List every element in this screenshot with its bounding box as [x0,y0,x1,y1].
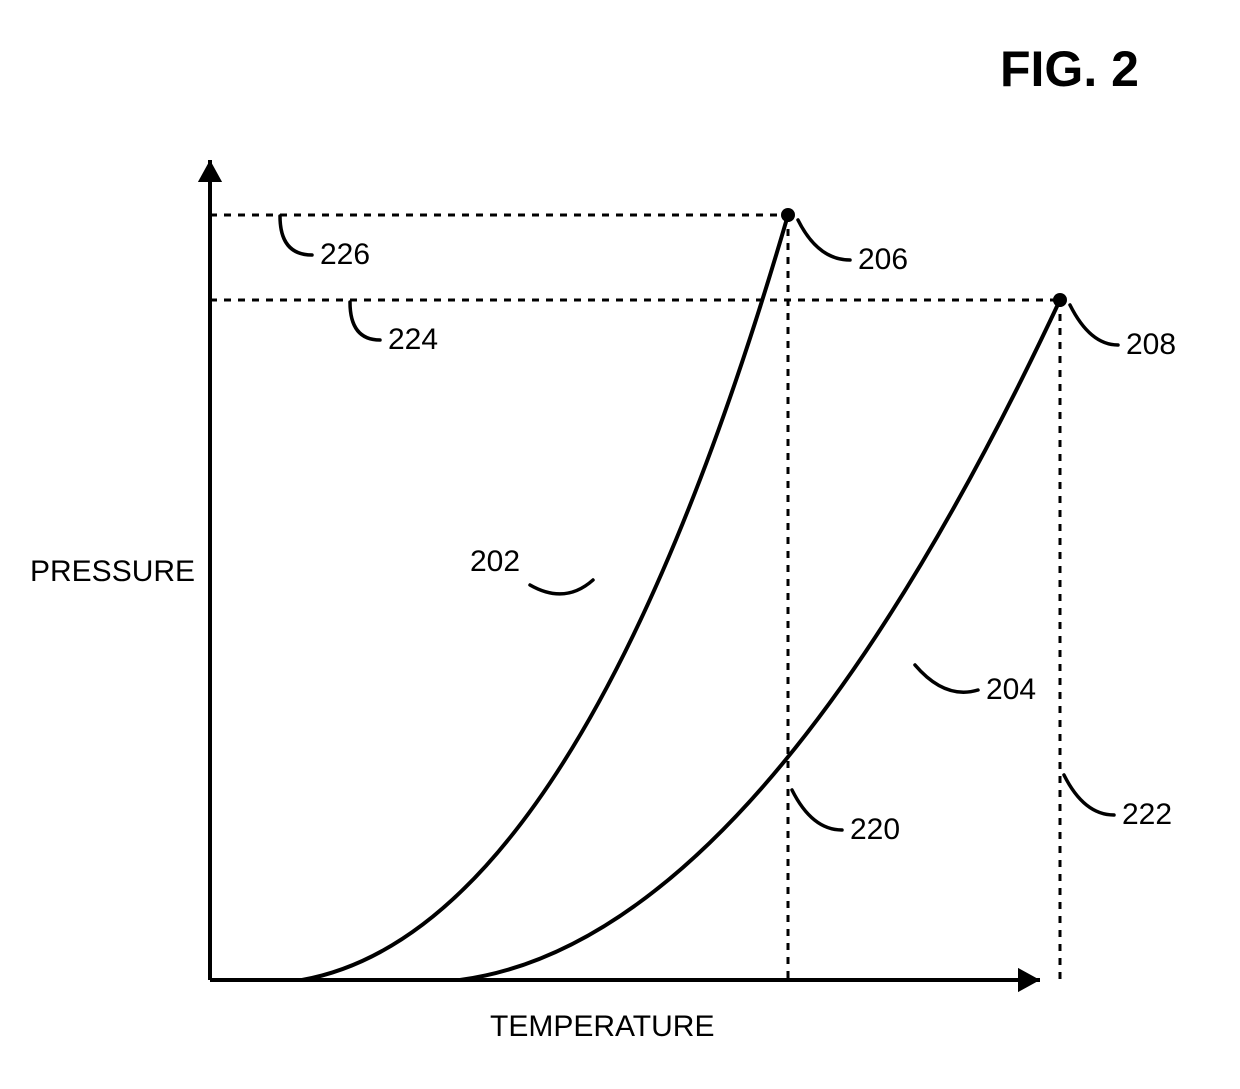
y-axis-label: PRESSURE [30,555,195,589]
leader-226 [280,216,312,255]
point-206 [781,208,795,222]
curve-204 [460,300,1060,980]
y-axis-arrow-icon [198,160,222,182]
leader-202 [530,580,593,594]
leader-208 [1070,305,1118,345]
leader-222 [1064,775,1114,815]
label-202: 202 [470,545,520,579]
curve-202 [302,215,788,980]
label-226: 226 [320,238,370,272]
label-206: 206 [858,243,908,277]
point-208 [1053,293,1067,307]
label-222: 222 [1122,798,1172,832]
leader-206 [798,220,850,260]
leader-224 [350,302,380,340]
diagram-container: { "canvas": { "width": 1240, "height": 1… [0,0,1240,1089]
label-208: 208 [1126,328,1176,362]
label-224: 224 [388,323,438,357]
x-axis-label: TEMPERATURE [490,1010,714,1044]
figure-title: FIG. 2 [1000,40,1139,98]
leader-220 [792,790,842,830]
label-220: 220 [850,813,900,847]
label-204: 204 [986,673,1036,707]
diagram-svg [0,0,1240,1089]
x-axis-arrow-icon [1018,968,1040,992]
leader-204 [915,665,978,692]
